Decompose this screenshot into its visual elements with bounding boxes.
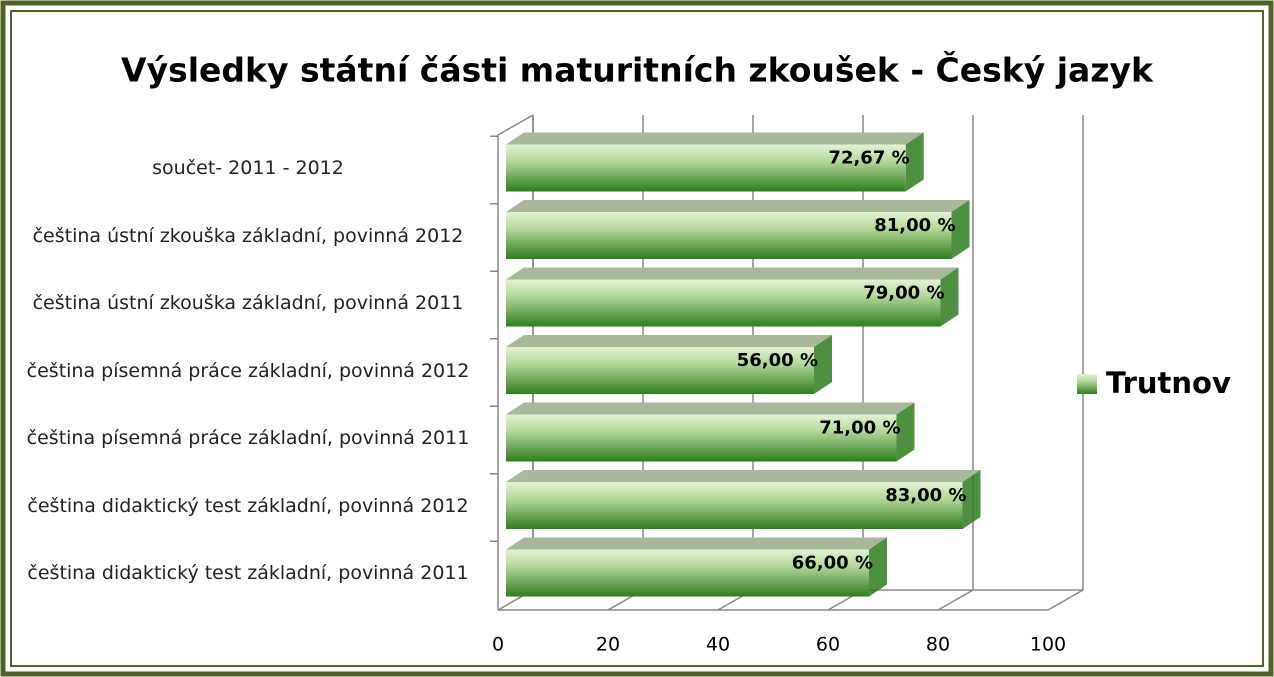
bar — [506, 549, 869, 597]
bar-top — [506, 267, 959, 280]
bar-side — [940, 267, 959, 327]
bar — [506, 482, 963, 529]
x-tick-label: 60 — [816, 634, 840, 656]
y-tick-label: čeština ústní zkouška základní, povinná … — [32, 224, 464, 247]
x-tick-label: 20 — [596, 634, 620, 656]
frame-inner — [10, 10, 1264, 667]
bar-side — [896, 402, 915, 462]
y-tick-label: čeština ústní zkouška základní, povinná … — [32, 292, 464, 314]
data-label: 71,00 % — [819, 418, 900, 439]
x-tick-label: 100 — [1030, 634, 1066, 656]
x-tick-label: 0 — [492, 634, 504, 656]
legend-label: Trutnov — [1106, 366, 1231, 400]
data-label: 72,67 % — [828, 148, 909, 169]
bar — [506, 144, 906, 192]
y-tick-label: čeština písemná práce základní, povinná … — [26, 427, 470, 449]
bar-side — [814, 335, 832, 394]
bar — [506, 279, 941, 327]
legend-swatch — [1077, 374, 1097, 394]
floor-grid-line — [937, 589, 974, 611]
bar-top — [506, 470, 981, 482]
bar-top — [506, 335, 832, 347]
bar-side — [905, 132, 924, 192]
data-label: 66,00 % — [792, 553, 873, 574]
y-tick-label: součet- 2011 - 2012 — [152, 157, 344, 179]
data-label: 83,00 % — [885, 485, 966, 506]
x-tick-label: 40 — [706, 634, 730, 656]
bar — [506, 414, 897, 462]
y-tick-label: čeština didaktický test základní, povinn… — [27, 494, 469, 517]
data-label: 79,00 % — [863, 283, 944, 304]
bar-side — [951, 200, 970, 259]
bar — [506, 212, 952, 259]
left-wall — [497, 114, 534, 610]
x-tick-label: 80 — [926, 634, 950, 656]
data-label: 56,00 % — [737, 350, 818, 371]
bar-side — [962, 470, 981, 529]
floor-grid-line — [1047, 589, 1084, 611]
bar-top — [506, 132, 924, 145]
bar-top — [506, 537, 887, 550]
bar-top — [506, 402, 915, 415]
bar-top — [506, 200, 970, 212]
bar — [506, 347, 814, 394]
data-label: 81,00 % — [874, 215, 955, 236]
bar-side — [869, 537, 887, 597]
y-tick-label: čeština písemná práce základní, povinná … — [26, 359, 470, 382]
chart-title: Výsledky státní části maturitních zkouše… — [121, 50, 1154, 90]
y-tick-label: čeština didaktický test základní, povinn… — [27, 562, 469, 584]
